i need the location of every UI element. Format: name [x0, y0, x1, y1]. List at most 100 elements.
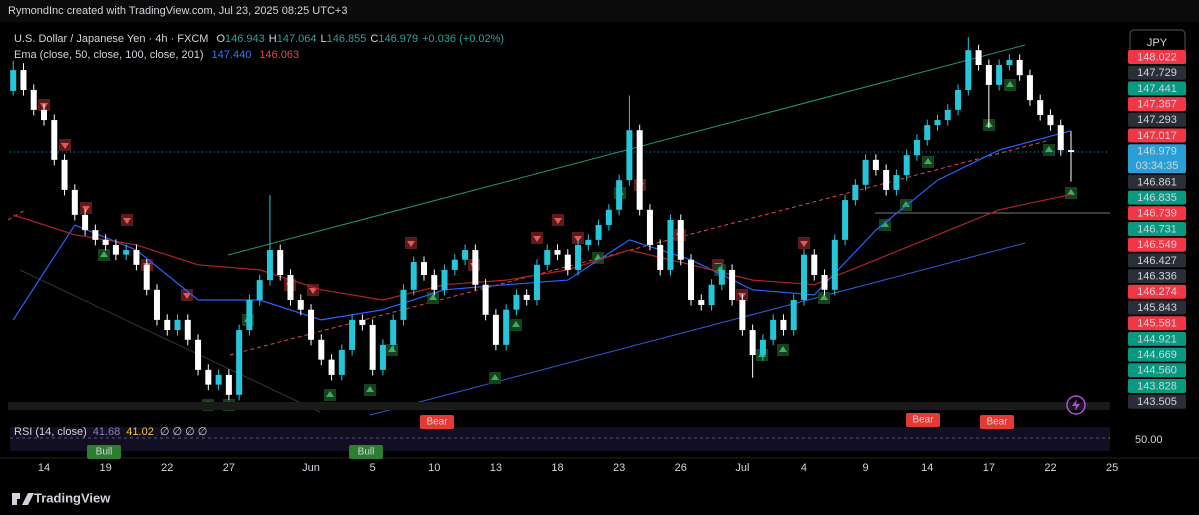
candle-body — [718, 269, 725, 285]
candle-body — [646, 209, 653, 245]
candle-body — [1006, 59, 1013, 66]
ohlc-key: L — [320, 33, 326, 45]
credit: RymondInc created with TradingView.com, … — [8, 5, 347, 17]
signal-arrow — [779, 346, 787, 352]
candle-body — [831, 239, 838, 290]
signal-arrow — [512, 321, 520, 327]
candle-body — [133, 250, 140, 265]
change: +0.036 (+0.02%) — [422, 33, 504, 45]
ohlc-value: 146.943 — [225, 33, 265, 45]
price-label: 146.861 — [1137, 176, 1177, 188]
ema-label: Ema (close, 50, close, 100, close, 201) — [14, 49, 204, 61]
x-tick-label: 27 — [223, 462, 235, 474]
candle-body — [10, 70, 17, 91]
candle-body — [82, 214, 89, 231]
x-tick-label: Jun — [302, 462, 320, 474]
price-label: 143.828 — [1137, 380, 1177, 392]
x-tick-label: 25 — [1106, 462, 1118, 474]
price-label-box — [1128, 269, 1186, 284]
candle-body — [51, 120, 58, 160]
candle-body — [883, 170, 890, 190]
candle-body — [297, 299, 304, 310]
price-label: 148.022 — [1137, 51, 1177, 63]
candle-body — [379, 344, 386, 370]
ohlc-key: H — [269, 33, 277, 45]
price-label: 145.581 — [1137, 318, 1177, 330]
candle-body — [30, 89, 37, 110]
ohlc-value: 146.979 — [378, 33, 418, 45]
signal-arrow — [123, 218, 131, 224]
currency[interactable]: JPY — [1147, 37, 1168, 49]
candle-body — [492, 314, 499, 345]
price-label: 147.441 — [1137, 83, 1177, 95]
candle-body — [195, 339, 202, 370]
price-label: 147.367 — [1137, 99, 1177, 111]
candle-body — [677, 219, 684, 260]
alert-icon — [1072, 399, 1080, 411]
price-label: 146.835 — [1137, 192, 1177, 204]
price-label: 146.274 — [1137, 286, 1177, 298]
price-label-box — [1128, 300, 1186, 315]
candle-body — [174, 319, 181, 331]
candle-body — [913, 139, 920, 156]
candle-body — [862, 159, 869, 185]
candle-body — [472, 250, 479, 285]
candle-body — [349, 319, 356, 350]
x-tick-label: 10 — [428, 462, 440, 474]
candle-body — [893, 175, 900, 190]
price-label: 146.427 — [1137, 255, 1177, 267]
price-label-box — [1128, 316, 1186, 331]
candle-body — [123, 250, 130, 255]
alert-icon[interactable] — [1066, 395, 1086, 415]
candle-body — [20, 70, 27, 90]
candle-body — [112, 244, 119, 255]
candle-body — [975, 50, 982, 66]
candle-body — [369, 324, 376, 370]
signal-arrow — [533, 236, 541, 242]
signal-arrow — [800, 241, 808, 247]
x-tick-label: 22 — [1044, 462, 1056, 474]
rsi-extra: ∅ ∅ ∅ ∅ — [160, 426, 208, 438]
signal-arrow — [183, 293, 191, 299]
x-tick-label: 18 — [551, 462, 563, 474]
candle-body — [277, 250, 284, 276]
signal-arrow — [429, 294, 437, 300]
ema-value: 147.440 — [212, 49, 252, 61]
candle-body — [451, 259, 458, 270]
x-tick-label: 22 — [161, 462, 173, 474]
ohlc-value: 146.855 — [327, 33, 367, 45]
price-label-box — [1128, 81, 1186, 96]
price-label-box — [1128, 50, 1186, 64]
candle-body — [71, 189, 78, 215]
candle-body — [205, 369, 212, 385]
signal-box — [87, 445, 121, 459]
price-label: 143.505 — [1137, 396, 1177, 408]
signal-arrow — [1045, 146, 1053, 152]
ohlc-key: C — [370, 33, 378, 45]
candle-body — [92, 230, 99, 240]
candle-body — [955, 89, 962, 110]
rsi-legend: RSI (14, close) 41.68 41.02 ∅ ∅ ∅ ∅ — [14, 426, 207, 438]
candle-body — [944, 109, 951, 121]
candle-body — [338, 349, 345, 375]
legend: U.S. Dollar / Japanese Yen · 4h · FXCM O1… — [14, 33, 504, 45]
price-label: 147.293 — [1137, 114, 1177, 126]
candle-body — [934, 120, 941, 126]
price-label-box — [1128, 190, 1186, 205]
signal-box — [906, 413, 940, 427]
price-label-box — [1128, 253, 1186, 268]
x-tick-label: 14 — [921, 462, 933, 474]
candle-body — [903, 155, 910, 176]
candle-body — [585, 239, 592, 245]
x-tick-label: Jul — [735, 462, 749, 474]
ema-value: 146.063 — [259, 49, 299, 61]
price-label-box — [1128, 363, 1186, 378]
top-bar — [0, 0, 1199, 22]
signal-arrow — [309, 288, 317, 294]
price-label-box — [1128, 347, 1186, 362]
candle-body — [1037, 100, 1044, 115]
candle-body — [41, 109, 48, 121]
candle-body — [1068, 150, 1075, 153]
rsi-band — [10, 427, 1110, 451]
